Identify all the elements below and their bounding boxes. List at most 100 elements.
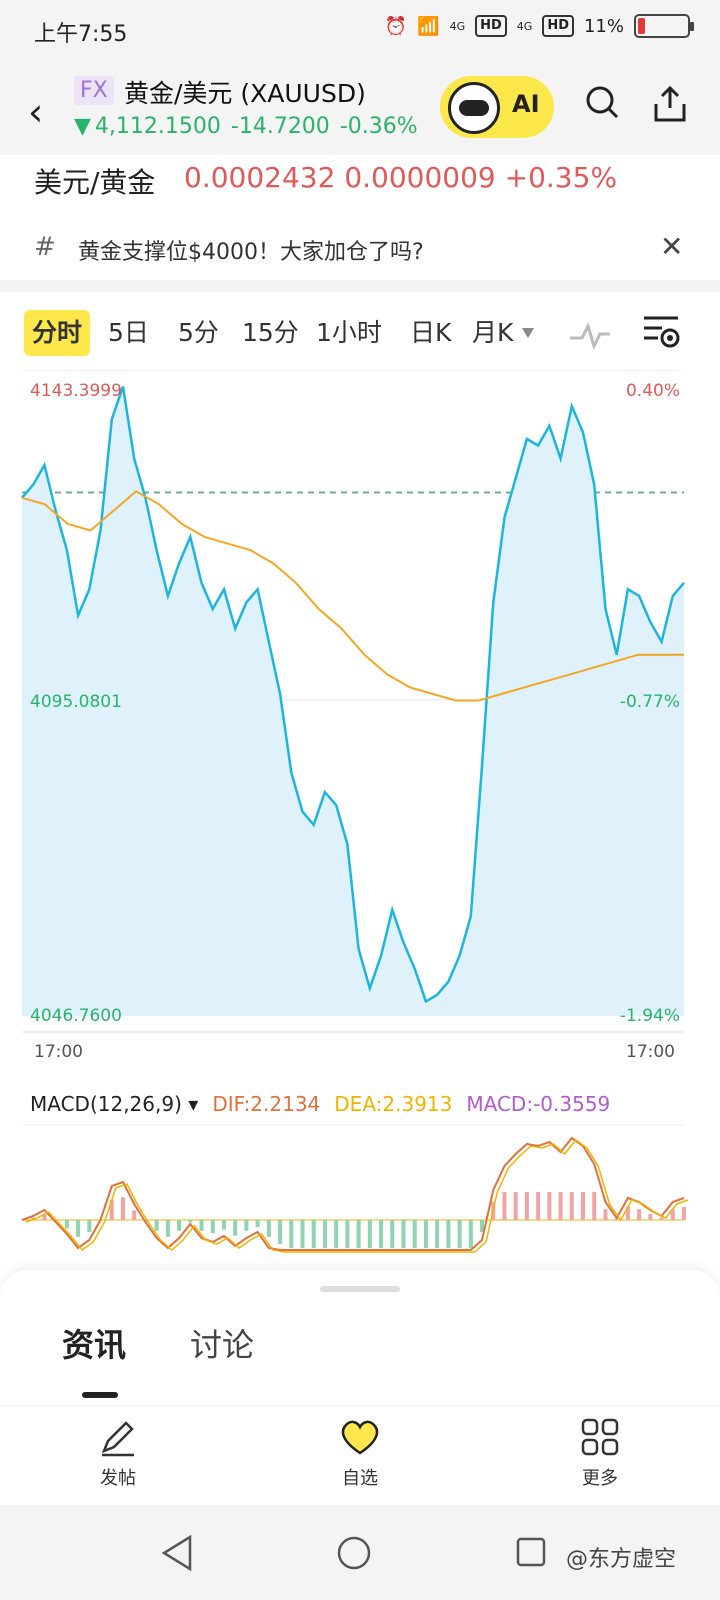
news-banner[interactable]: # 黄金支撑位$4000！大家加仓了吗? ✕ [0, 220, 720, 280]
tab-15min[interactable]: 15分 [242, 318, 299, 347]
macd-dea: DEA:2.3913 [334, 1092, 453, 1116]
nav-post[interactable]: 发帖 [58, 1414, 178, 1490]
macd-bar [581, 1192, 586, 1220]
network-label: 4G [449, 19, 466, 33]
x-label-end: 17:00 [626, 1042, 675, 1062]
nav-more-label: 更多 [582, 1468, 618, 1489]
macd-bar [367, 1220, 372, 1248]
macd-bar [165, 1220, 170, 1237]
macd-label: MACD(12,26,9) [30, 1092, 182, 1116]
drag-handle[interactable] [320, 1286, 400, 1292]
macd-bar [64, 1220, 69, 1229]
ai-label: AI [512, 90, 540, 118]
inverse-quote: 美元/黄金 0.0002432 0.0000009 +0.35% [0, 155, 720, 210]
macd-bar [154, 1220, 159, 1231]
nav-watchlist[interactable]: 自选 [300, 1414, 420, 1490]
y-label-mid: 4095.0801 [30, 692, 122, 712]
header: ‹ FX 黄金/美元 (XAUUSD) ▼ 4,112.1500 -14.7200-… [0, 60, 720, 155]
macd-bar [569, 1192, 574, 1220]
down-arrow-icon: ▼ [74, 114, 91, 139]
macd-bar [132, 1210, 137, 1220]
hash-icon: # [34, 232, 56, 262]
share-icon[interactable] [652, 84, 688, 124]
system-nav: @东方虚空 [0, 1505, 720, 1600]
status-time: 上午7:55 [34, 22, 128, 47]
macd-bar [480, 1220, 485, 1232]
macd-bar [502, 1192, 507, 1220]
macd-bar [188, 1220, 193, 1223]
fx-badge: FX [74, 76, 114, 105]
macd-bar [659, 1217, 664, 1220]
tab-discussion[interactable]: 讨论 [190, 1326, 255, 1364]
hd-badge: HD [475, 15, 507, 37]
status-icons: ⏰ 📶 4G HD 4G HD 11% [384, 14, 694, 38]
status-bar: 上午7:55 ⏰ 📶 4G HD 4G HD 11% [0, 0, 720, 60]
recents-square-icon[interactable] [516, 1537, 546, 1567]
price-line: ▼ 4,112.1500 -14.7200 -0.36% [74, 114, 428, 139]
chart-settings-icon[interactable] [642, 314, 682, 350]
macd-bar [670, 1209, 675, 1220]
news-text[interactable]: 黄金支撑位$4000！大家加仓了吗? [78, 240, 424, 265]
y-label-top: 4143.3999 [30, 381, 122, 401]
macd-bar [379, 1220, 384, 1248]
price-chart[interactable]: 4143.3999 4095.0801 4046.7600 0.40% -0.7… [0, 369, 720, 1290]
macd-bar [536, 1192, 541, 1220]
macd-bar [592, 1192, 597, 1220]
robot-icon [448, 82, 500, 134]
close-icon[interactable]: ✕ [660, 230, 684, 263]
heart-icon [341, 1420, 379, 1455]
macd-bar [603, 1209, 608, 1220]
tab-news[interactable]: 资讯 [62, 1326, 127, 1364]
divider [0, 280, 720, 292]
macd-bar [648, 1214, 653, 1220]
x-label-start: 17:00 [34, 1042, 83, 1062]
current-price: 4,112.1500 [94, 114, 221, 139]
macd-bar [547, 1192, 552, 1220]
tab-5min[interactable]: 5分 [178, 318, 219, 347]
macd-bar [401, 1220, 406, 1248]
macd-dif: DIF:2.2134 [212, 1092, 321, 1116]
macd-indicator-select[interactable]: MACD(12,26,9) ▾ [30, 1092, 199, 1116]
nav-more[interactable]: 更多 [540, 1414, 660, 1490]
macd-bar [300, 1220, 305, 1248]
tab-5day[interactable]: 5日 [108, 318, 149, 347]
tab-1hour[interactable]: 1小时 [316, 318, 382, 347]
pct-label-top: 0.40% [626, 381, 680, 401]
macd-bar [468, 1220, 473, 1248]
macd-bar [177, 1220, 182, 1231]
price-change: -14.7200 [230, 114, 330, 139]
macd-bar [682, 1206, 686, 1220]
ai-button[interactable]: AI [440, 76, 554, 138]
price-change-pct: -0.36% [339, 114, 418, 139]
chevron-down-icon[interactable] [520, 326, 536, 340]
macd-value: MACD:-0.3559 [466, 1092, 611, 1116]
page-title: 黄金/美元 (XAUUSD) [124, 79, 366, 108]
macd-bar [311, 1220, 316, 1248]
tab-daily-k[interactable]: 日K [410, 318, 452, 347]
network-label-2: 4G [516, 19, 533, 33]
tab-monthly-k[interactable]: 月K [472, 318, 514, 347]
nav-watchlist-label: 自选 [342, 1468, 378, 1489]
back-triangle-icon[interactable] [160, 1535, 194, 1571]
battery-icon [634, 14, 694, 38]
tab-intraday[interactable]: 分时 [24, 310, 91, 356]
home-circle-icon[interactable] [336, 1535, 372, 1571]
search-icon[interactable] [584, 84, 620, 120]
inverse-label: 美元/黄金 [34, 166, 156, 199]
pct-label-mid: -0.77% [620, 692, 680, 712]
pulse-icon[interactable] [570, 320, 610, 350]
macd-bar [289, 1220, 294, 1248]
back-button[interactable]: ‹ [28, 90, 44, 134]
macd-bar [435, 1220, 440, 1248]
macd-bar [446, 1220, 451, 1248]
macd-bar [625, 1206, 630, 1220]
chart-svg[interactable]: 4143.3999 4095.0801 4046.7600 0.40% -0.7… [0, 369, 720, 1270]
watermark: @东方虚空 [566, 1547, 677, 1572]
average-line [21, 490, 684, 702]
price-line [21, 386, 685, 1004]
macd-bar [356, 1220, 361, 1248]
alarm-icon: ⏰ [384, 15, 408, 37]
nav-post-label: 发帖 [100, 1468, 136, 1489]
macd-bar [87, 1220, 92, 1232]
macd-bar [109, 1199, 114, 1220]
